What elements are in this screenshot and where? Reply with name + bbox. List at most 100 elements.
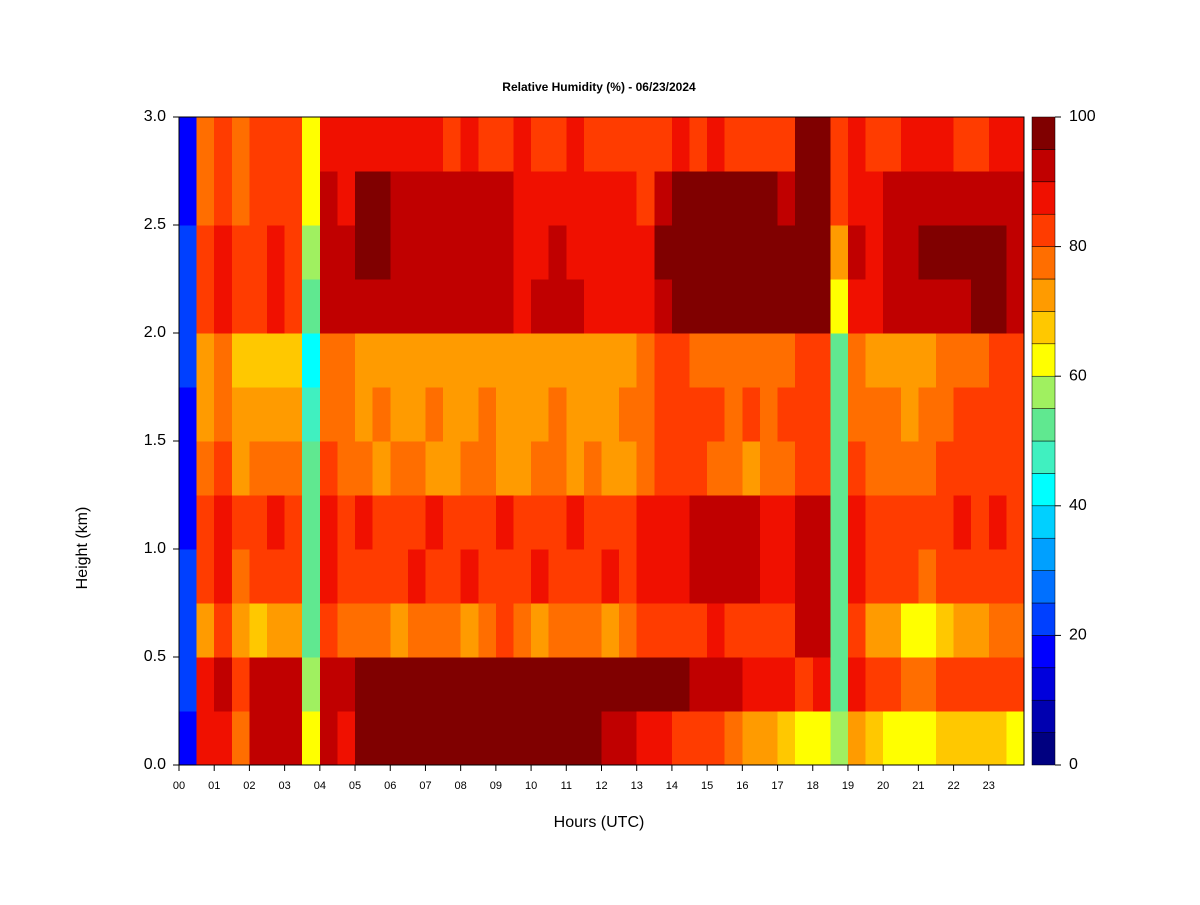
colorbar-swatch (1031, 635, 1056, 669)
heatmap-cell (337, 657, 356, 712)
heatmap-cell (583, 711, 602, 766)
heatmap-cell (865, 495, 884, 550)
heatmap-cell (319, 603, 338, 658)
heatmap-cell (795, 279, 814, 334)
heatmap-cell (196, 117, 215, 172)
heatmap-cell (707, 333, 726, 388)
heatmap-cell (1006, 117, 1025, 172)
heatmap-cell (355, 495, 374, 550)
colorbar-swatch (1031, 213, 1056, 247)
heatmap-cell (971, 333, 990, 388)
heatmap-cell (601, 549, 620, 604)
heatmap-cell (249, 171, 268, 226)
heatmap-cell (918, 657, 937, 712)
heatmap-cell (566, 549, 585, 604)
heatmap-cell (953, 333, 972, 388)
heatmap-cell (636, 333, 655, 388)
heatmap-cell (460, 549, 479, 604)
heatmap-cell (971, 657, 990, 712)
heatmap-cell (407, 225, 426, 280)
heatmap-cell (865, 711, 884, 766)
heatmap-cell (566, 603, 585, 658)
heatmap-cell (231, 171, 250, 226)
x-tick-label: 03 (279, 780, 291, 792)
heatmap-cell (935, 549, 955, 604)
heatmap-cell (988, 225, 1007, 280)
heatmap-cell (566, 711, 585, 766)
heatmap-cell (847, 495, 867, 550)
heatmap-cell (478, 441, 497, 496)
heatmap-cell (847, 441, 867, 496)
heatmap-cell (830, 279, 849, 334)
heatmap-cell (619, 171, 638, 226)
heatmap-cell (759, 603, 779, 658)
y-axis-label: Height (km) (74, 507, 91, 590)
heatmap-cell (566, 387, 585, 442)
heatmap-cell (495, 603, 514, 658)
heatmap-cell (830, 333, 849, 388)
heatmap-cell (460, 495, 479, 550)
heatmap-cell (742, 171, 761, 226)
heatmap-cell (531, 117, 550, 172)
heatmap-cell (372, 117, 391, 172)
heatmap-cell (531, 387, 550, 442)
heatmap-cell (214, 603, 233, 658)
heatmap-cell (460, 387, 479, 442)
heatmap-cell (900, 279, 919, 334)
heatmap-cell (971, 225, 990, 280)
heatmap-cell (724, 117, 743, 172)
heatmap-cell (953, 603, 972, 658)
heatmap-cell (636, 711, 655, 766)
heatmap-cell (231, 657, 250, 712)
heatmap-cell (425, 225, 444, 280)
heatmap-cell (636, 117, 655, 172)
heatmap-cell (390, 495, 409, 550)
heatmap-cell (918, 549, 937, 604)
heatmap-cell (795, 711, 814, 766)
heatmap-cell (179, 279, 198, 334)
heatmap (179, 117, 1025, 766)
heatmap-cell (689, 441, 708, 496)
heatmap-cell (478, 711, 497, 766)
colorbar-swatch (1031, 181, 1056, 215)
heatmap-cell (759, 171, 779, 226)
heatmap-cell (777, 441, 796, 496)
heatmap-cell (935, 171, 955, 226)
heatmap-cell (619, 387, 638, 442)
heatmap-cell (759, 117, 779, 172)
heatmap-cell (830, 225, 849, 280)
heatmap-cell (830, 495, 849, 550)
heatmap-cell (531, 711, 550, 766)
heatmap-cell (531, 441, 550, 496)
heatmap-cell (795, 657, 814, 712)
x-tick-label: 04 (314, 780, 326, 792)
heatmap-cell (689, 603, 708, 658)
heatmap-cell (478, 279, 497, 334)
heatmap-cell (935, 225, 955, 280)
heatmap-cell (759, 495, 779, 550)
heatmap-cell (425, 549, 444, 604)
heatmap-cell (179, 117, 198, 172)
heatmap-cell (795, 225, 814, 280)
heatmap-cell (548, 549, 567, 604)
heatmap-cell (707, 117, 726, 172)
heatmap-cell (355, 711, 374, 766)
heatmap-cell (865, 333, 884, 388)
heatmap-cell (196, 225, 215, 280)
heatmap-cell (971, 711, 990, 766)
heatmap-cell (249, 279, 268, 334)
heatmap-cell (337, 225, 356, 280)
heatmap-cell (689, 711, 708, 766)
heatmap-cell (707, 657, 726, 712)
heatmap-cell (548, 117, 567, 172)
heatmap-cell (689, 225, 708, 280)
heatmap-cell (495, 387, 514, 442)
heatmap-cell (372, 711, 391, 766)
colorbar-swatch (1031, 149, 1056, 183)
heatmap-cell (601, 387, 620, 442)
heatmap-cell (249, 657, 268, 712)
heatmap-cell (619, 117, 638, 172)
heatmap-cell (671, 117, 691, 172)
heatmap-cell (619, 441, 638, 496)
